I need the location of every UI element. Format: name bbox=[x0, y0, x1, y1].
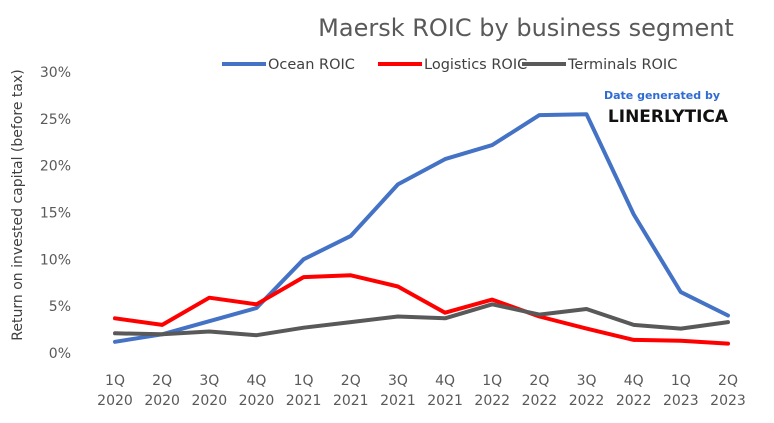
chart-title: Maersk ROIC by business segment bbox=[318, 14, 734, 42]
x-tick-label: 3Q 2022 bbox=[569, 373, 605, 409]
y-tick-label: 25% bbox=[40, 112, 71, 128]
y-axis-label: Return on invested capital (before tax) bbox=[10, 69, 26, 340]
y-tick-label: 20% bbox=[40, 159, 71, 175]
watermark-caption: Date generated by bbox=[604, 89, 720, 102]
x-tick-label: 4Q 2021 bbox=[427, 373, 463, 409]
y-axis-ticks: 0% 5% 10% 15% 20% 25% 30% bbox=[40, 65, 71, 362]
x-tick-label: 2Q 2021 bbox=[333, 373, 369, 409]
logistics-roic-legend-label: Logistics ROIC bbox=[424, 57, 527, 73]
y-tick-label: 15% bbox=[40, 206, 71, 222]
watermark-brand: LINERLYTICA bbox=[608, 107, 729, 127]
y-tick-label: 10% bbox=[40, 252, 71, 268]
x-axis-ticks: 1Q 2020 2Q 2020 3Q 2020 4Q 2020 1Q 2021 2Q 2021 3Q 20… bbox=[97, 373, 746, 409]
x-tick-label: 1Q 2022 bbox=[474, 373, 510, 409]
series-lines bbox=[113, 112, 730, 346]
x-tick-label: 1Q 2020 bbox=[97, 373, 133, 409]
terminals-roic-line bbox=[113, 302, 730, 338]
logistics-roic-line bbox=[113, 273, 730, 346]
x-tick-label: 2Q 2022 bbox=[522, 373, 558, 409]
watermark: Date generated by LINERLYTICA bbox=[604, 89, 729, 127]
y-tick-label: 0% bbox=[49, 346, 71, 362]
x-tick-label: 1Q 2023 bbox=[663, 373, 699, 409]
terminals-roic-legend-label: Terminals ROIC bbox=[567, 57, 677, 73]
ocean-roic-legend-label: Ocean ROIC bbox=[268, 57, 355, 73]
y-tick-label: 5% bbox=[49, 299, 71, 315]
x-tick-label: 3Q 2020 bbox=[191, 373, 227, 409]
x-tick-label: 2Q 2020 bbox=[144, 373, 180, 409]
x-tick-label: 4Q 2022 bbox=[616, 373, 652, 409]
y-tick-label: 30% bbox=[40, 65, 71, 81]
x-tick-label: 1Q 2021 bbox=[286, 373, 322, 409]
ocean-roic-line bbox=[113, 112, 730, 344]
x-tick-label: 2Q 2023 bbox=[710, 373, 746, 409]
x-tick-label: 4Q 2020 bbox=[239, 373, 275, 409]
x-tick-label: 3Q 2021 bbox=[380, 373, 416, 409]
legend: Ocean ROIC Logistics ROIC Terminals ROIC bbox=[222, 57, 677, 73]
